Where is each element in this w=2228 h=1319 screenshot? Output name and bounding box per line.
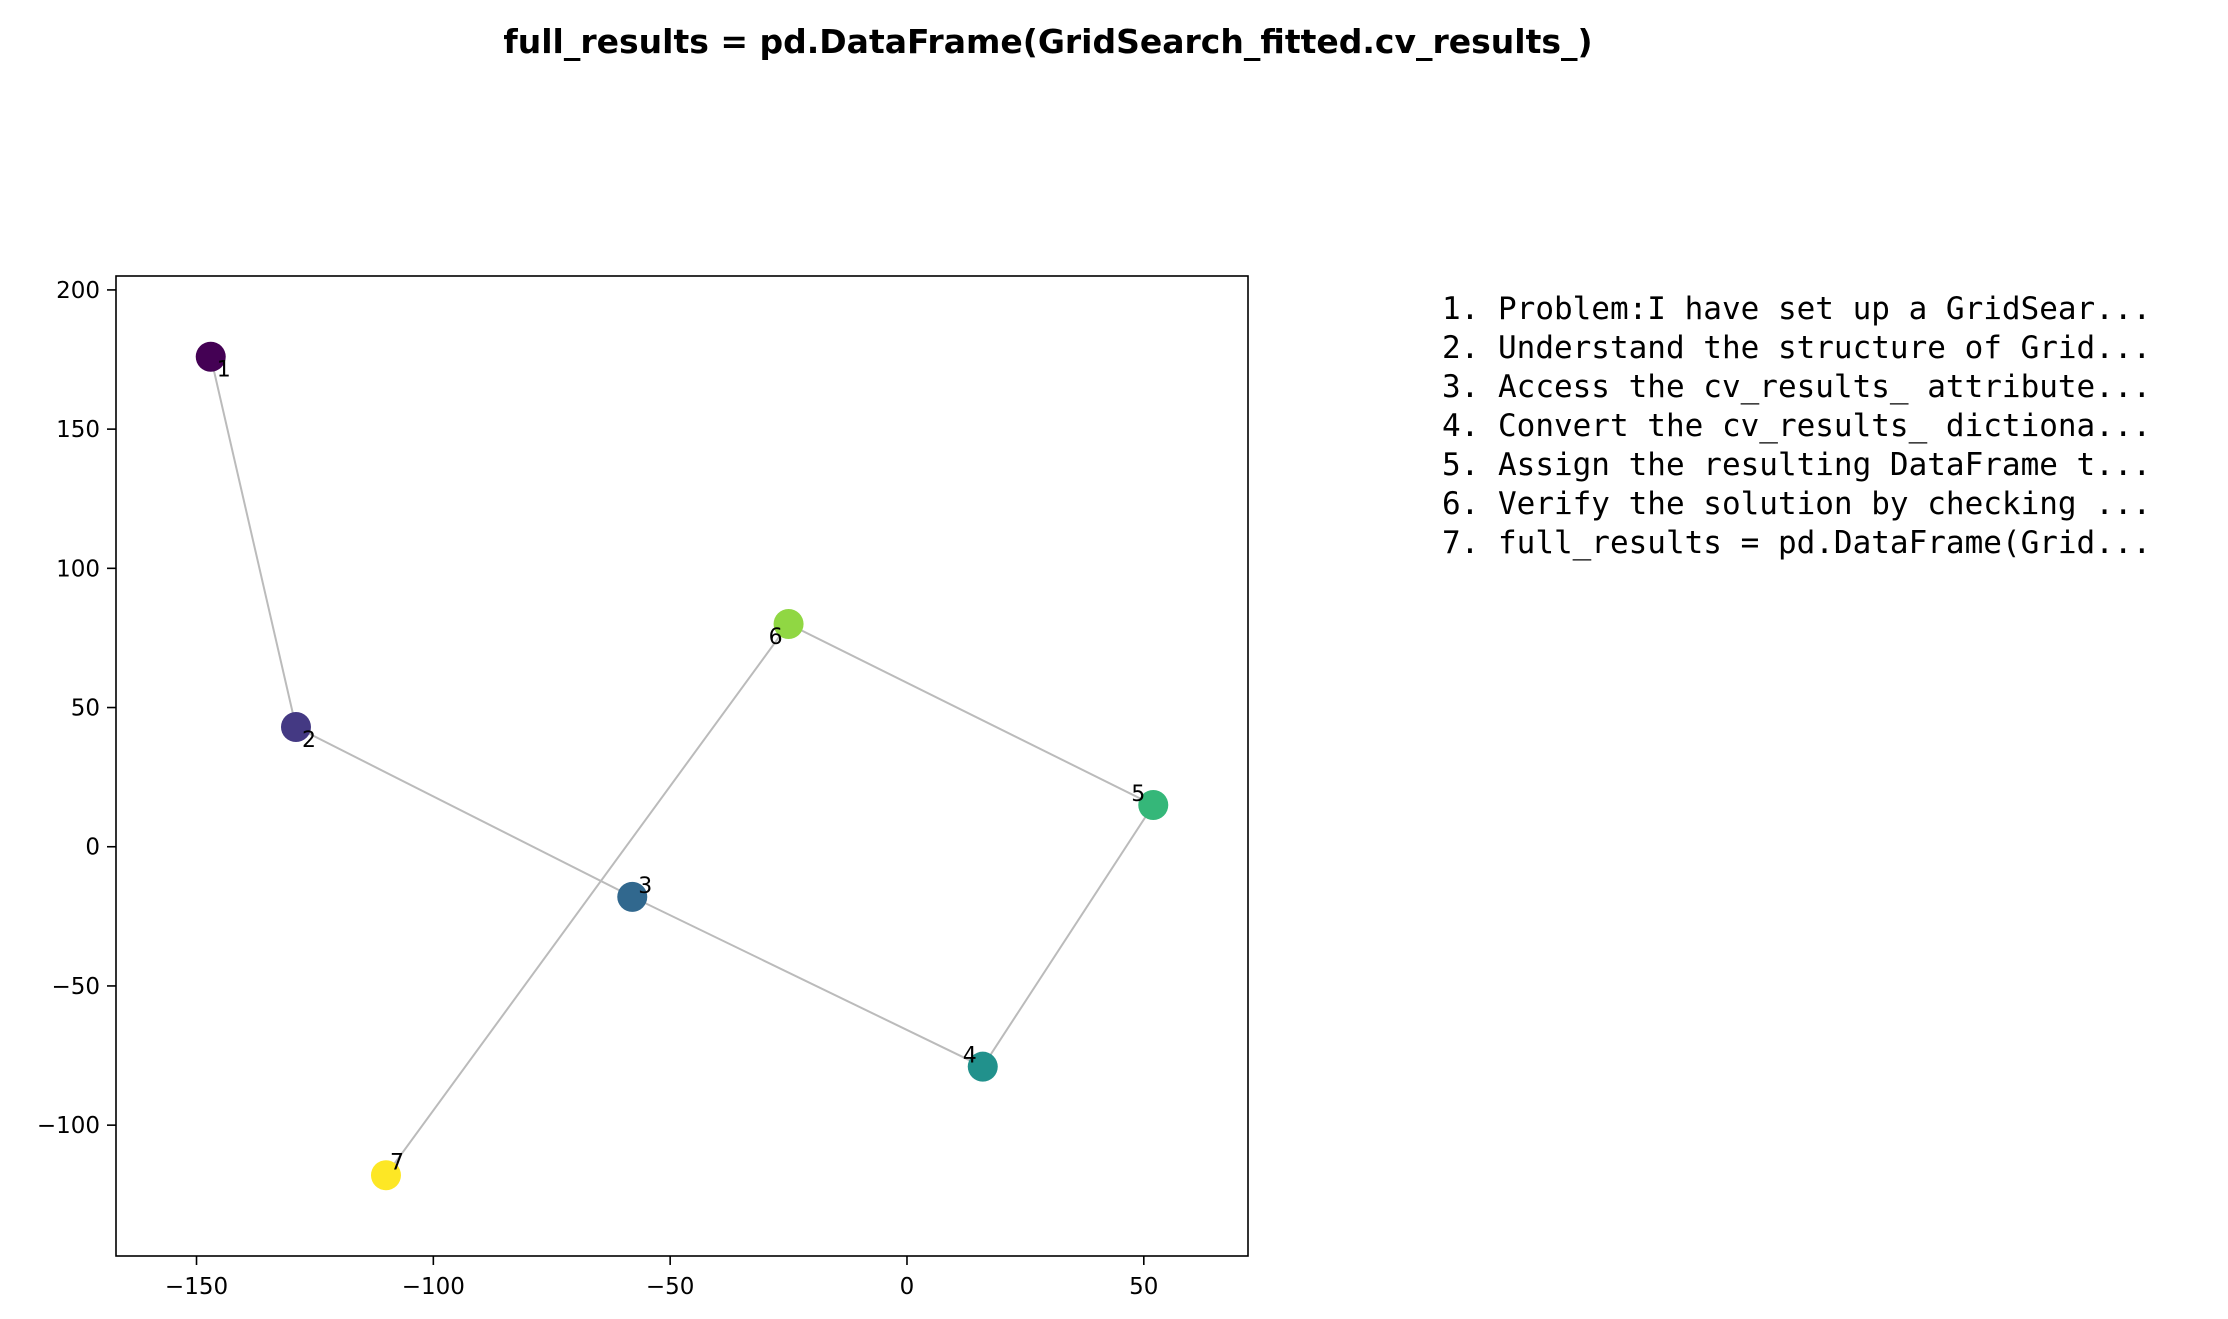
connector-lines bbox=[209, 356, 1155, 1176]
data-point bbox=[280, 712, 311, 743]
step-item: 6. Verify the solution by checking ... bbox=[1442, 486, 2152, 522]
data-point bbox=[370, 1160, 401, 1191]
connector-line bbox=[788, 623, 1154, 806]
step-item: 4. Convert the cv_results_ dictiona... bbox=[1442, 408, 2152, 444]
data-point bbox=[617, 881, 648, 912]
connector-line bbox=[209, 356, 297, 728]
y-tick-label: −50 bbox=[51, 974, 100, 1000]
y-tick-label: 150 bbox=[56, 417, 100, 443]
step-item: 2. Understand the structure of Grid... bbox=[1442, 330, 2152, 366]
y-tick-label: 0 bbox=[85, 835, 100, 861]
data-point bbox=[1138, 789, 1169, 820]
point-label: 3 bbox=[638, 874, 652, 899]
connector-line bbox=[385, 623, 790, 1176]
step-item: 1. Problem:I have set up a GridSear... bbox=[1442, 291, 2152, 327]
point-label: 6 bbox=[769, 625, 783, 650]
point-label: 2 bbox=[302, 728, 316, 753]
steps-list: 1. Problem:I have set up a GridSear... 2.… bbox=[1442, 290, 2151, 563]
data-point bbox=[195, 341, 226, 372]
data-point bbox=[773, 609, 804, 640]
data-points bbox=[195, 341, 1169, 1191]
x-axis: −150 −100 −50 0 50 bbox=[165, 1256, 1158, 1300]
x-tick-label: −100 bbox=[402, 1274, 465, 1300]
y-tick-label: 100 bbox=[56, 556, 100, 582]
step-item: 5. Assign the resulting DataFrame t... bbox=[1442, 447, 2152, 483]
connector-line bbox=[981, 804, 1155, 1068]
data-point bbox=[967, 1051, 998, 1082]
x-tick-label: 50 bbox=[1129, 1274, 1158, 1300]
point-label: 1 bbox=[217, 358, 231, 383]
chart-title: full_results = pd.DataFrame(GridSearch_f… bbox=[503, 22, 1593, 61]
point-labels: 1 2 3 4 5 6 7 bbox=[217, 358, 1146, 1176]
y-axis: −100 −50 0 50 100 150 200 bbox=[37, 278, 116, 1139]
step-item: 3. Access the cv_results_ attribute... bbox=[1442, 369, 2152, 405]
x-tick-label: −50 bbox=[646, 1274, 695, 1300]
point-label: 5 bbox=[1131, 782, 1145, 807]
connector-line bbox=[631, 895, 984, 1068]
point-label: 4 bbox=[963, 1044, 977, 1069]
connector-line bbox=[295, 726, 633, 898]
step-item: 7. full_results = pd.DataFrame(Grid... bbox=[1442, 525, 2152, 561]
point-label: 7 bbox=[390, 1150, 404, 1175]
plot-frame bbox=[115, 275, 1249, 1257]
y-tick-label: 50 bbox=[71, 696, 100, 722]
y-tick-label: 200 bbox=[56, 278, 100, 304]
x-tick-label: −150 bbox=[165, 1274, 228, 1300]
x-tick-label: 0 bbox=[900, 1274, 915, 1300]
y-tick-label: −100 bbox=[37, 1113, 100, 1139]
